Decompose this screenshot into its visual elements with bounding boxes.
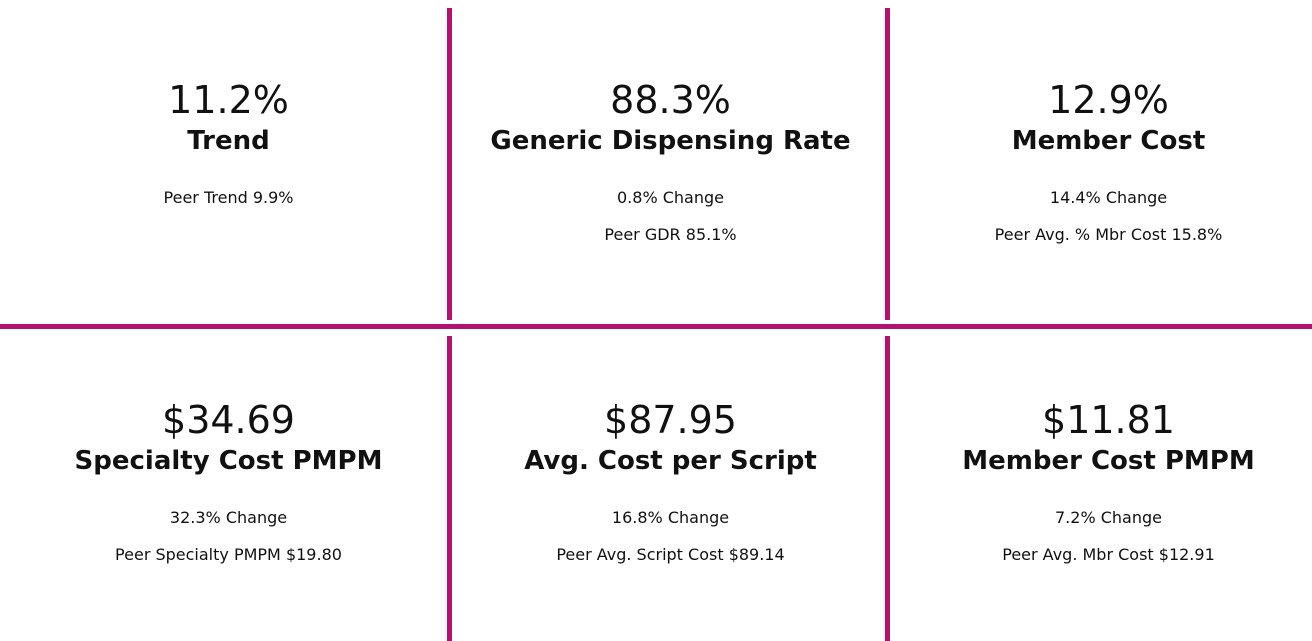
kpi-value: $11.81 bbox=[1042, 398, 1175, 442]
kpi-tile: 11.2% Trend Peer Trend 9.9% bbox=[10, 78, 447, 225]
kpi-value: 11.2% bbox=[168, 78, 289, 122]
kpi-label: Avg. Cost per Script bbox=[524, 446, 817, 476]
kpi-note: 14.4% Change bbox=[1049, 188, 1168, 207]
kpi-notes: 32.3% Change Peer Specialty PMPM $19.80 bbox=[10, 508, 447, 565]
kpi-value: $87.95 bbox=[604, 398, 737, 442]
kpi-note: Peer Avg. Script Cost $89.14 bbox=[556, 545, 785, 564]
kpi-label: Specialty Cost PMPM bbox=[74, 446, 383, 476]
kpi-note: Peer GDR 85.1% bbox=[604, 225, 737, 244]
divider bbox=[0, 324, 1312, 329]
kpi-tile: $34.69 Specialty Cost PMPM 32.3% Change Pee… bbox=[10, 398, 447, 582]
divider bbox=[447, 336, 452, 641]
divider bbox=[885, 336, 890, 641]
divider bbox=[885, 8, 890, 320]
kpi-value: 12.9% bbox=[1048, 78, 1169, 122]
kpi-note: 16.8% Change bbox=[611, 508, 730, 527]
kpi-tile: $87.95 Avg. Cost per Script 16.8% Change Pe… bbox=[452, 398, 889, 582]
kpi-note: Peer Avg. % Mbr Cost 15.8% bbox=[994, 225, 1223, 244]
kpi-label: Trend bbox=[187, 126, 270, 156]
kpi-notes: 14.4% Change Peer Avg. % Mbr Cost 15.8% bbox=[890, 188, 1312, 245]
kpi-tile: 88.3% Generic Dispensing Rate 0.8% Change P… bbox=[452, 78, 889, 262]
kpi-note: 0.8% Change bbox=[617, 188, 724, 207]
kpi-label: Member Cost PMPM bbox=[962, 446, 1255, 476]
kpi-tile: 12.9% Member Cost 14.4% Change Peer Avg. % … bbox=[890, 78, 1312, 262]
kpi-value: 88.3% bbox=[610, 78, 731, 122]
kpi-note: Peer Avg. Mbr Cost $12.91 bbox=[1002, 545, 1215, 564]
kpi-label: Member Cost bbox=[1011, 126, 1206, 156]
divider bbox=[447, 8, 452, 320]
kpi-note: 7.2% Change bbox=[1055, 508, 1162, 527]
kpi-tile: $11.81 Member Cost PMPM 7.2% Change Peer Av… bbox=[890, 398, 1312, 582]
kpi-label: Generic Dispensing Rate bbox=[490, 126, 851, 156]
kpi-value: $34.69 bbox=[162, 398, 295, 442]
kpi-notes: 7.2% Change Peer Avg. Mbr Cost $12.91 bbox=[890, 508, 1312, 565]
kpi-notes: Peer Trend 9.9% bbox=[10, 188, 447, 208]
kpi-notes: 16.8% Change Peer Avg. Script Cost $89.14 bbox=[452, 508, 889, 565]
kpi-note: Peer Trend 9.9% bbox=[163, 188, 294, 207]
kpi-note: Peer Specialty PMPM $19.80 bbox=[115, 545, 342, 564]
kpi-note: 32.3% Change bbox=[169, 508, 288, 527]
kpi-notes: 0.8% Change Peer GDR 85.1% bbox=[452, 188, 889, 245]
